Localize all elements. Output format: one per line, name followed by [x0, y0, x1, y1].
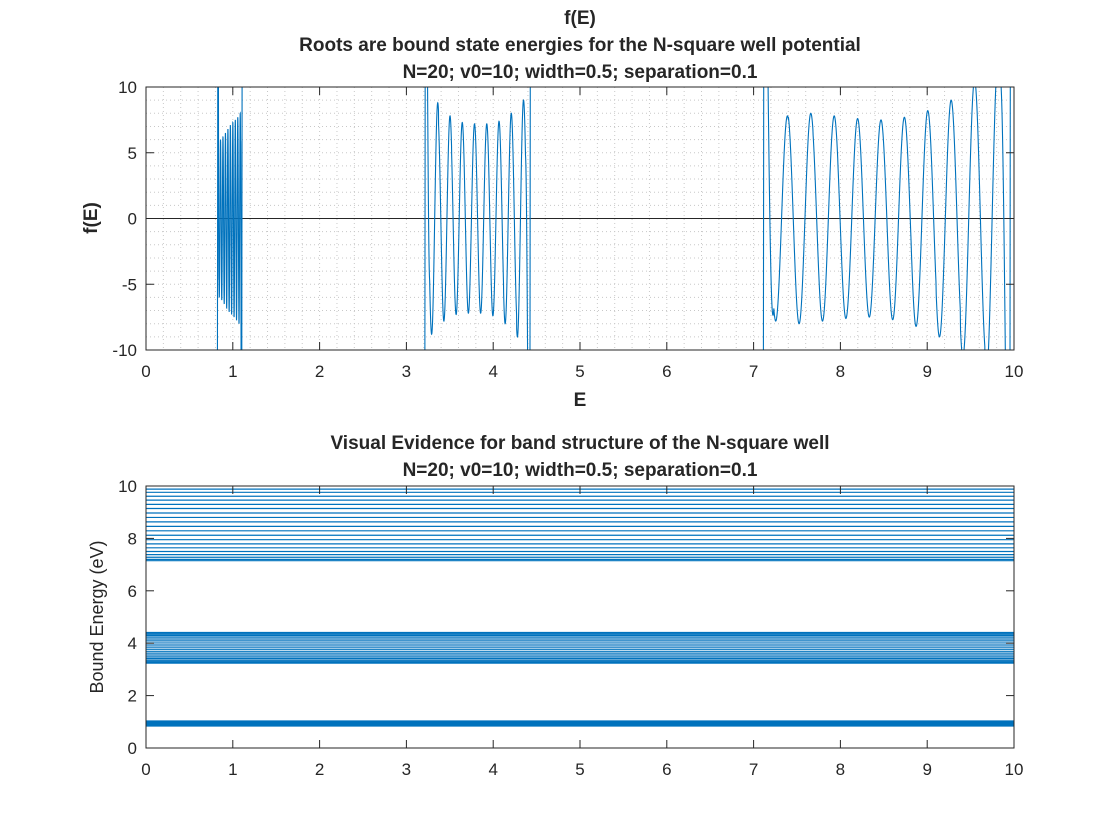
chart-top-ytick-label: -10 [112, 341, 137, 360]
chart-bottom-xtick-label: 7 [749, 760, 758, 779]
chart-bottom-ytick-label: 10 [118, 477, 137, 496]
chart-top-xlabel: E [574, 390, 587, 411]
chart-top-ylabel: f(E) [81, 202, 102, 234]
chart-bottom-ytick-label: 8 [128, 529, 137, 548]
chart-top-xtick-label: 5 [575, 362, 584, 381]
chart-top-xtick-label: 3 [402, 362, 411, 381]
chart-top-xtick-label: 8 [836, 362, 845, 381]
chart-bottom-xtick-label: 0 [141, 760, 150, 779]
chart-bottom-xtick-label: 5 [575, 760, 584, 779]
chart-bottom-xtick-label: 3 [402, 760, 411, 779]
chart-top-ytick-label: 5 [128, 144, 137, 163]
chart-bottom-title-line-1: Visual Evidence for band structure of th… [330, 433, 829, 454]
chart-top-xtick-label: 9 [922, 362, 931, 381]
chart-bottom-ytick-label: 4 [128, 634, 137, 653]
chart-bottom-xtick-label: 9 [922, 760, 931, 779]
chart-top-xtick-label: 1 [228, 362, 237, 381]
chart-bottom-plot-area [146, 486, 1014, 748]
chart-bottom-ytick-label: 2 [128, 687, 137, 706]
chart-top-title-line-3: N=20; v0=10; width=0.5; separation=0.1 [403, 62, 758, 83]
chart-top-title-line-1: f(E) [564, 8, 596, 29]
chart-bottom: Visual Evidence for band structure of th… [87, 433, 1023, 779]
chart-bottom-xtick-label: 6 [662, 760, 671, 779]
chart-top-axes-box [145, 86, 1015, 351]
chart-top-series-band-3 [762, 87, 1011, 350]
chart-top-ytick-label: 0 [128, 210, 137, 229]
chart-top-ticks: 0 1 2 3 4 5 6 7 8 9 10 -10 -5 0 5 10 [112, 78, 1023, 381]
chart-top-xtick-label: 6 [662, 362, 671, 381]
chart-top: f(E) Roots are bound state energies for … [81, 8, 1023, 411]
chart-bottom-title-line-2: N=20; v0=10; width=0.5; separation=0.1 [403, 460, 758, 481]
chart-bottom-xtick-label: 10 [1005, 760, 1024, 779]
chart-bottom-ytick-label: 0 [128, 739, 137, 758]
chart-bottom-ytick-label: 6 [128, 582, 137, 601]
chart-top-series-band-2 [424, 87, 531, 350]
chart-bottom-series [146, 488, 1014, 727]
chart-top-xtick-label: 0 [141, 362, 150, 381]
chart-bottom-ylabel: Bound Energy (eV) [87, 540, 107, 693]
chart-bottom-axes-box [145, 485, 1015, 749]
chart-top-xtick-label: 7 [749, 362, 758, 381]
chart-top-xtick-label: 4 [488, 362, 497, 381]
chart-bottom-xtick-label: 2 [315, 760, 324, 779]
chart-top-ytick-label: 10 [118, 78, 137, 97]
chart-top-xtick-label: 10 [1005, 362, 1024, 381]
chart-bottom-xtick-label: 8 [836, 760, 845, 779]
chart-top-series [216, 87, 1011, 350]
chart-top-series-band-1 [216, 87, 243, 350]
chart-top-ytick-label: -5 [122, 275, 137, 294]
chart-top-xtick-label: 2 [315, 362, 324, 381]
chart-top-title-line-2: Roots are bound state energies for the N… [299, 35, 861, 56]
chart-bottom-xtick-label: 1 [228, 760, 237, 779]
chart-bottom-xtick-label: 4 [488, 760, 497, 779]
chart-bottom-ticks: 0 1 2 3 4 5 6 7 8 9 10 0 2 4 6 8 10 [118, 477, 1023, 779]
